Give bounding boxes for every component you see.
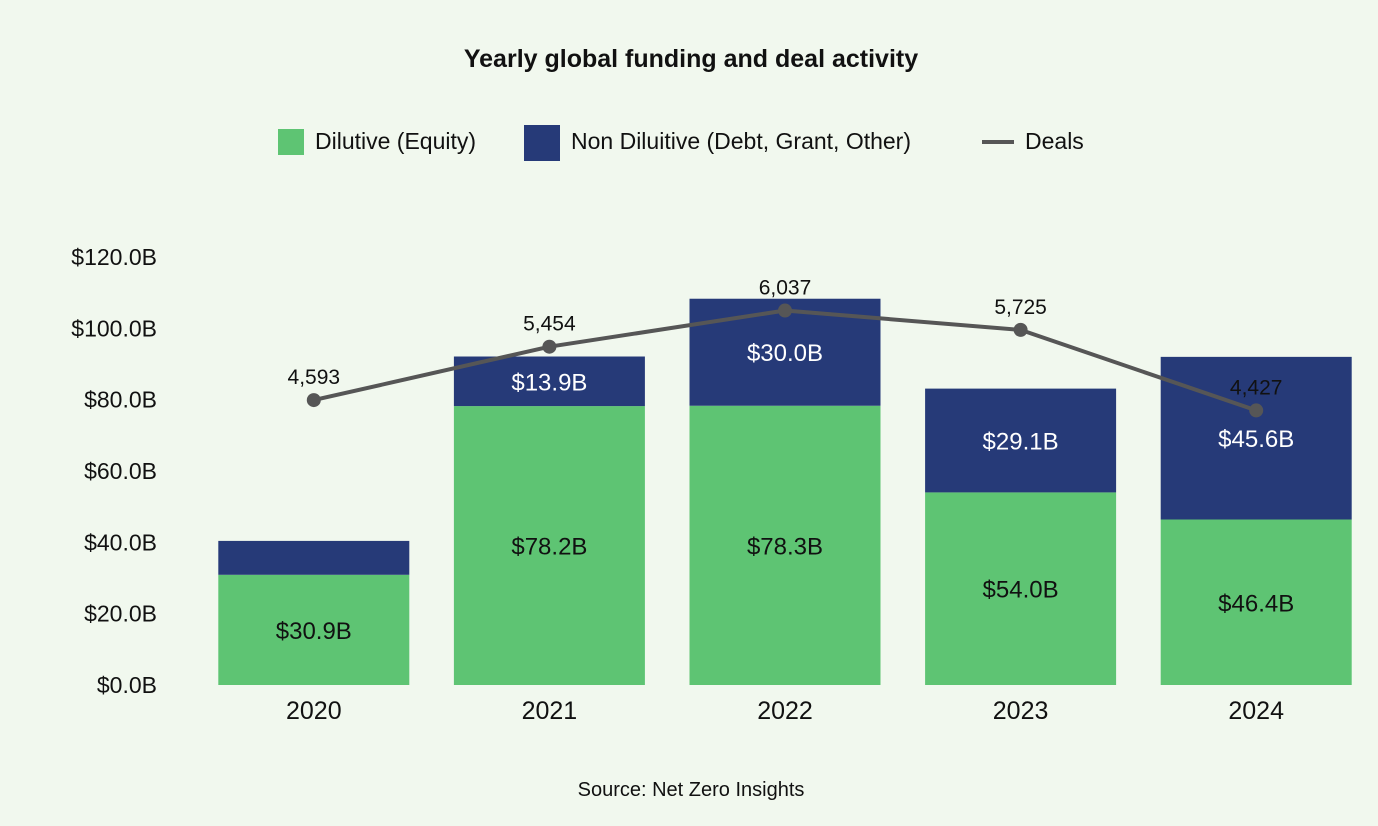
y-tick-label: $40.0B	[84, 529, 157, 555]
legend-label-non-dilutive: Non Diluitive (Debt, Grant, Other)	[571, 128, 911, 154]
x-tick-label: 2024	[1228, 697, 1284, 725]
deals-line-series: 4,593 5,454 6,037 5,725 4,427	[288, 277, 1283, 418]
data-label-dilutive: $30.9B	[276, 618, 352, 645]
bars	[218, 298, 1352, 685]
deals-point-2020	[306, 393, 321, 408]
x-tick-label: 2022	[757, 697, 813, 725]
deals-point-2024	[1249, 403, 1264, 418]
bar-non-dilutive-2020	[218, 540, 410, 575]
x-tick-label: 2020	[286, 697, 342, 725]
bar-dilutive-2024	[1160, 519, 1352, 685]
deals-point-2023	[1013, 322, 1028, 337]
bar-labels: $30.9B $78.2B $13.9B $78.3B $30.0B $54.0B $29.…	[276, 340, 1294, 645]
data-label-dilutive: $54.0B	[983, 577, 1059, 604]
deals-label: 5,725	[994, 296, 1047, 319]
legend-swatch-dilutive	[278, 129, 304, 155]
bar-non-dilutive-2024	[1160, 356, 1352, 520]
legend-label-deals: Deals	[1025, 128, 1084, 154]
y-tick-label: $80.0B	[84, 387, 157, 413]
deals-label: 5,454	[523, 313, 576, 336]
legend-label-dilutive: Dilutive (Equity)	[315, 128, 476, 154]
x-tick-label: 2021	[522, 697, 578, 725]
bar-dilutive-2023	[925, 492, 1117, 685]
data-label-non-dilutive: $29.1B	[983, 429, 1059, 456]
y-tick-label: $120.0B	[71, 244, 157, 270]
y-tick-label: $20.0B	[84, 601, 157, 627]
legend-swatch-non-dilutive	[524, 125, 560, 161]
chart-title: Yearly global funding and deal activity	[464, 45, 918, 73]
bar-dilutive-2021	[453, 406, 645, 685]
y-tick-label: $60.0B	[84, 458, 157, 484]
deals-point-2021	[542, 339, 557, 354]
data-label-non-dilutive: $30.0B	[747, 340, 823, 367]
y-tick-label: $100.0B	[71, 315, 157, 341]
data-label-dilutive: $46.4B	[1218, 590, 1294, 617]
y-tick-label: $0.0B	[97, 672, 157, 698]
data-label-non-dilutive: $13.9B	[511, 369, 587, 396]
y-axis: $0.0B $20.0B $40.0B $60.0B $80.0B $100.0B $120…	[71, 244, 157, 698]
deals-label: 4,427	[1230, 376, 1283, 399]
x-axis: 2020 2021 2022 2023 2024	[286, 697, 1284, 725]
bar-dilutive-2022	[689, 405, 881, 685]
data-label-dilutive: $78.2B	[511, 534, 587, 561]
legend: Dilutive (Equity) Non Diluitive (Debt, G…	[278, 125, 1084, 161]
deals-label: 6,037	[759, 277, 812, 300]
data-label-dilutive: $78.3B	[747, 533, 823, 560]
bar-non-dilutive-2023	[925, 388, 1117, 493]
data-label-non-dilutive: $45.6B	[1218, 426, 1294, 453]
bar-dilutive-2020	[218, 574, 410, 685]
deals-point-2022	[778, 303, 792, 318]
deals-label: 4,593	[288, 366, 341, 389]
x-tick-label: 2023	[993, 697, 1049, 725]
source-note: Source: Net Zero Insights	[578, 779, 805, 801]
bar-non-dilutive-2021	[453, 356, 645, 407]
